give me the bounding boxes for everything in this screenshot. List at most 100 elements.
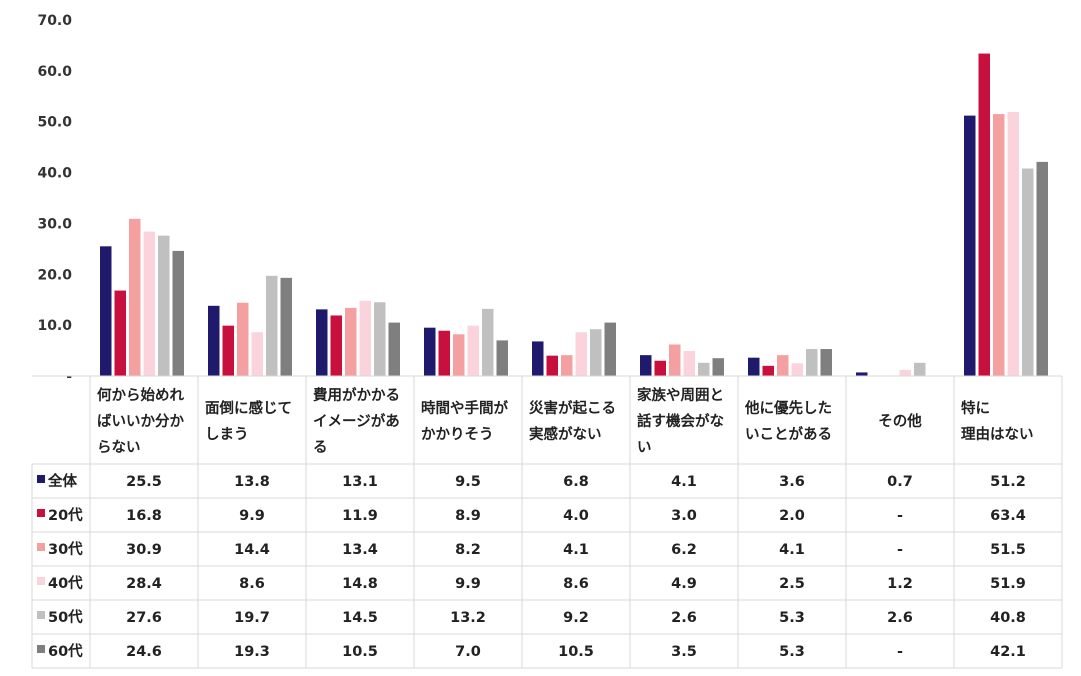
table-cell: 2.5: [779, 576, 805, 592]
table-cell: 2.6: [887, 610, 913, 626]
table-cell: 27.6: [126, 610, 162, 626]
table-cell: 13.8: [234, 474, 270, 490]
table-cell: 63.4: [990, 508, 1026, 524]
table-cell: 51.5: [990, 542, 1026, 558]
legend: 全体 20代 30代 40代 50代 60代: [37, 472, 83, 660]
table-cell: 2.0: [779, 508, 805, 524]
legend-swatch: [37, 509, 45, 517]
bar: [777, 355, 789, 376]
bar: [762, 365, 774, 376]
y-tick-label: -: [66, 369, 72, 385]
bar: [424, 327, 436, 376]
table-cell: -: [897, 542, 903, 558]
bar: [820, 349, 832, 376]
table-cell: 13.2: [450, 610, 486, 626]
table-cell: 8.2: [455, 542, 481, 558]
legend-swatch: [37, 645, 45, 653]
bar: [791, 363, 803, 376]
bar: [208, 305, 220, 376]
bar: [575, 332, 587, 376]
category-label: 時間や手間が: [421, 399, 508, 417]
bar: [806, 349, 818, 376]
table-cell: 14.5: [342, 610, 378, 626]
bar: [978, 53, 990, 377]
table-cell: 51.9: [990, 576, 1026, 592]
bar: [698, 362, 710, 376]
table-cell: 9.9: [239, 508, 265, 524]
table-cell: 9.2: [563, 610, 589, 626]
bar: [172, 250, 184, 376]
table-cell: 4.0: [563, 508, 589, 524]
bar: [993, 114, 1005, 376]
bar: [712, 358, 724, 376]
table-cell: 4.1: [671, 474, 697, 490]
table-cell: 4.9: [671, 576, 697, 592]
bar: [856, 372, 868, 376]
bar: [345, 307, 357, 376]
bar: [129, 218, 141, 376]
category-label: 実感がない: [529, 425, 602, 443]
category-label: しまう: [205, 426, 249, 443]
category-label: 家族や周囲と: [637, 386, 724, 404]
table-cell: 9.5: [455, 474, 481, 490]
table-cell: 3.5: [671, 644, 697, 660]
bar: [467, 325, 479, 376]
legend-swatch: [37, 475, 45, 483]
bar: [899, 369, 911, 376]
y-tick-label: 60.0: [37, 64, 72, 80]
legend-label: 30代: [48, 540, 83, 558]
category-label: 面倒に感じて: [205, 399, 292, 417]
table-cell: 8.9: [455, 508, 481, 524]
bar: [964, 115, 976, 377]
legend-label: 全体: [47, 472, 77, 490]
category-label: いことがある: [745, 425, 832, 443]
legend-swatch: [37, 611, 45, 619]
table-cell: 6.2: [671, 542, 697, 558]
bar: [1022, 168, 1034, 376]
legend-label: 60代: [48, 642, 83, 660]
bar: [222, 325, 234, 376]
bar: [251, 332, 263, 376]
y-tick-label: 70.0: [37, 13, 72, 29]
table-cell: 5.3: [779, 610, 805, 626]
category-label: ばいいか分か: [97, 413, 184, 430]
bar: [654, 360, 666, 376]
table-cell: 7.0: [455, 644, 481, 660]
table-cell: 5.3: [779, 644, 805, 660]
category-label: らない: [97, 439, 141, 456]
category-label: イメージがあ: [313, 412, 400, 430]
legend-label: 50代: [48, 608, 83, 626]
table-cell: 8.6: [563, 576, 589, 592]
category-label: 何から始めれ: [97, 386, 184, 404]
table-cell: 8.6: [239, 576, 265, 592]
table-cell: 40.8: [990, 610, 1026, 626]
table-cell: 10.5: [558, 644, 594, 660]
table-cell: 4.1: [779, 542, 805, 558]
category-label: 費用がかかる: [313, 386, 400, 404]
table-cell: 14.4: [234, 542, 270, 558]
bar: [280, 277, 292, 376]
table-cell: 14.8: [342, 576, 378, 592]
table-cell: 25.5: [126, 474, 162, 490]
bar: [546, 355, 558, 376]
bar: [496, 340, 508, 376]
bar: [914, 362, 926, 376]
bar: [748, 357, 760, 376]
y-tick-label: 30.0: [37, 216, 72, 232]
table-cell: 0.7: [887, 474, 913, 490]
table-cell: 2.6: [671, 610, 697, 626]
table-cell: 1.2: [887, 576, 913, 592]
table-cell: 19.3: [234, 644, 270, 660]
table-cell: 51.2: [990, 474, 1026, 490]
data-table: 25.5 13.8 13.1 9.5 6.8 4.1 3.6 0.7 51.2 16.8 9.9 11…: [126, 474, 1026, 660]
category-label: 話す機会がな: [637, 412, 724, 430]
category-label: る: [313, 440, 328, 456]
y-tick-label: 10.0: [37, 318, 72, 334]
legend-label: 40代: [48, 574, 83, 592]
bar: [1036, 161, 1048, 376]
bar: [388, 322, 400, 376]
y-tick-label: 20.0: [37, 267, 72, 283]
table-cell: 42.1: [990, 644, 1026, 660]
